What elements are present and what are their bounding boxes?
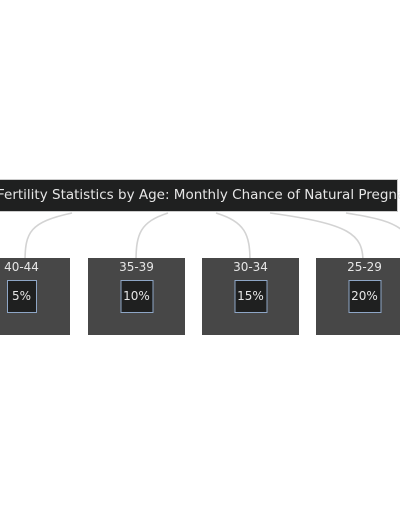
edge-to-25-29 — [269, 212, 364, 263]
age-group-30-34: 30-34 15% — [202, 258, 299, 335]
age-range-label: 25-29 — [347, 260, 382, 274]
chance-node: 5% — [6, 280, 37, 313]
diagram-title-node: Fertility Statistics by Age: Monthly Cha… — [0, 179, 400, 212]
chance-node: 10% — [120, 280, 153, 313]
edge-to-30-34 — [215, 212, 251, 263]
chance-node: 20% — [348, 280, 381, 313]
diagram-title: Fertility Statistics by Age: Monthly Cha… — [0, 187, 400, 203]
age-range-label: 35-39 — [119, 260, 154, 274]
age-range-label: 40-44 — [4, 260, 39, 274]
edge-to-40-44 — [24, 212, 73, 263]
age-group-25-29: 25-29 20% — [316, 258, 400, 335]
chance-node: 15% — [234, 280, 267, 313]
edge-to-35-39 — [135, 212, 169, 263]
edge-to-offscreen — [345, 212, 400, 230]
age-group-35-39: 35-39 10% — [88, 258, 185, 335]
age-group-40-44: 40-44 5% — [0, 258, 70, 335]
age-range-label: 30-34 — [233, 260, 268, 274]
